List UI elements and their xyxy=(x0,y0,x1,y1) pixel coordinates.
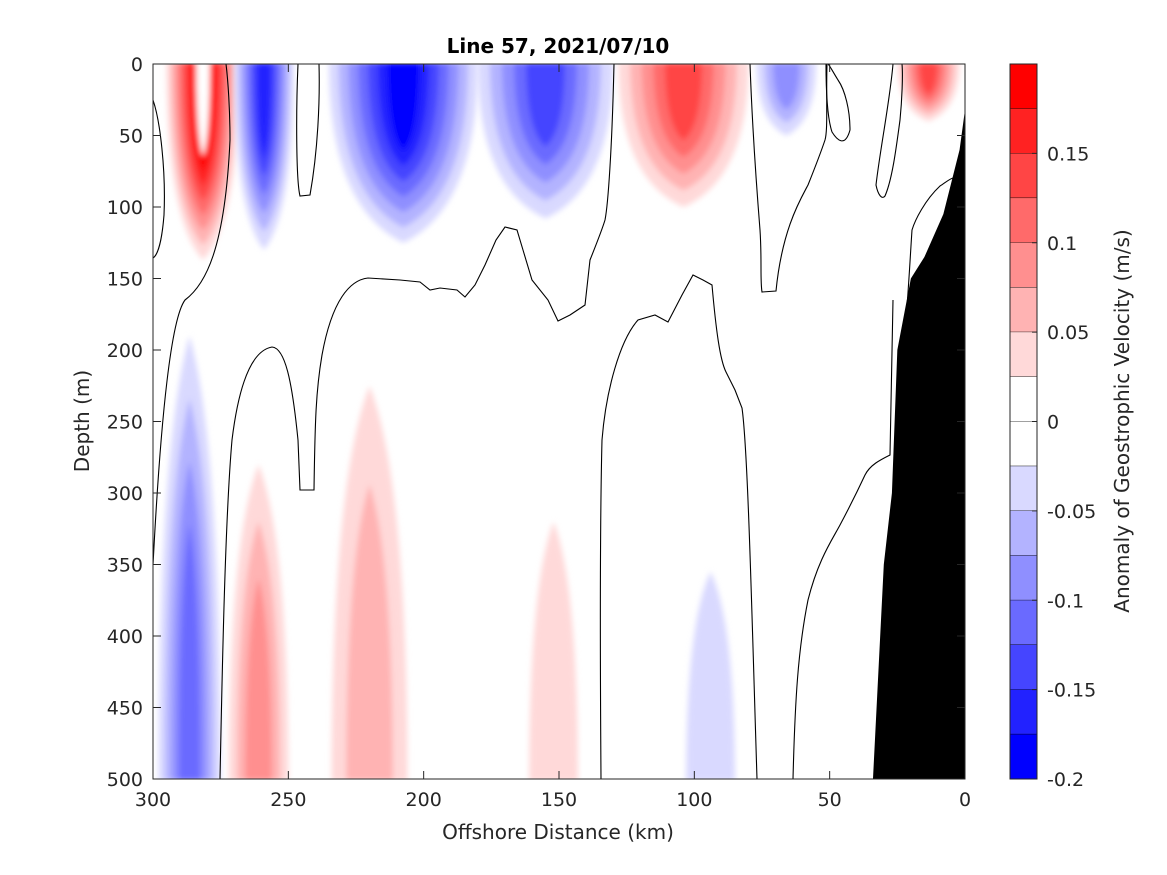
colorbar-swatch xyxy=(1010,644,1037,690)
chart-title: Line 57, 2021/07/10 xyxy=(447,34,670,58)
contour-region-blue-core-65km xyxy=(756,64,817,136)
colorbar-swatch xyxy=(1010,376,1037,422)
x-tick-label: 200 xyxy=(406,789,442,811)
y-axis-label: Depth (m) xyxy=(70,370,94,472)
colorbar-swatch xyxy=(1010,242,1037,288)
contour-region-blue-core-260km xyxy=(234,64,294,250)
zero-contour-line xyxy=(825,64,851,142)
colorbar-tick-label: 0.15 xyxy=(1047,143,1089,165)
bathymetry-seafloor xyxy=(872,109,965,779)
colorbar-swatch xyxy=(1010,287,1037,333)
zero-contour-lines xyxy=(153,64,957,779)
y-tick-label: 450 xyxy=(107,698,143,720)
y-tick-label: 250 xyxy=(107,412,143,434)
contour-region-red-deep-152km xyxy=(529,521,578,779)
x-tick-label: 300 xyxy=(135,789,171,811)
contour-region-red-core-290km xyxy=(166,64,240,260)
x-tick-label: 0 xyxy=(959,789,971,811)
zero-contour-line xyxy=(792,299,894,779)
contour-region-blue-deep-95km xyxy=(686,571,735,779)
colorbar-swatch xyxy=(1010,689,1037,735)
x-tick-label: 50 xyxy=(818,789,842,811)
zero-contour-line xyxy=(749,64,828,293)
contour-level-fill xyxy=(196,64,210,157)
y-tick-label: 300 xyxy=(107,483,143,505)
zero-contour-line xyxy=(599,274,758,779)
zero-contour-line xyxy=(875,64,903,198)
contour-level-fill xyxy=(245,578,272,779)
y-tick-label: 100 xyxy=(107,197,143,219)
contour-level-fill xyxy=(664,64,703,141)
colorbar-tick-label: -0.15 xyxy=(1047,680,1096,702)
contour-level-fill xyxy=(178,523,201,779)
y-tick-label: 0 xyxy=(131,54,143,76)
y-tick-label: 500 xyxy=(107,769,143,791)
colorbar-swatch xyxy=(1010,64,1037,109)
zero-contour-line xyxy=(153,64,231,566)
y-tick-label: 150 xyxy=(107,269,143,291)
contour-region-red-deep-260km xyxy=(228,464,289,779)
y-tick-label: 50 xyxy=(119,126,143,148)
contour-level-fill xyxy=(526,64,565,147)
y-tick-label: 200 xyxy=(107,340,143,362)
y-tick-label: 350 xyxy=(107,555,143,577)
contour-level-fill xyxy=(256,64,272,159)
colorbar-tick-label: -0.05 xyxy=(1047,501,1096,523)
contour-region-red-core-0km xyxy=(897,64,960,122)
contour-region-red-core-100km xyxy=(618,64,749,207)
colorbar: 0.15 0.1 0.05 0 -0.05 -0.1 -0.15 -0.2 xyxy=(1009,63,1096,791)
x-axis-label: Offshore Distance (km) xyxy=(442,820,674,844)
colorbar-swatch xyxy=(1010,332,1037,377)
contour-level-fill xyxy=(919,64,938,95)
colorbar-label: Anomaly of Geostrophic Velocity (m/s) xyxy=(1110,229,1134,612)
zero-contour-line xyxy=(219,64,615,779)
contour-level-fill xyxy=(346,484,393,779)
x-tick-label: 250 xyxy=(270,789,306,811)
colorbar-swatch xyxy=(1010,555,1037,601)
colorbar-swatch xyxy=(1010,466,1037,511)
colorbar-tick-label: 0.05 xyxy=(1047,322,1089,344)
contour-level-fill xyxy=(529,521,578,779)
zero-contour-line xyxy=(296,64,320,197)
contour-region-blue-core-155km xyxy=(477,64,614,219)
colorbar-swatch xyxy=(1010,421,1037,467)
colorbar-tick-label: 0 xyxy=(1047,412,1059,434)
contour-level-fill xyxy=(773,64,800,110)
contour-region-blue-core-220km xyxy=(328,64,478,243)
colorbar-swatch xyxy=(1010,600,1037,645)
contour-level-fill xyxy=(387,64,420,152)
x-tick-label: 100 xyxy=(676,789,712,811)
colorbar-swatch xyxy=(1010,734,1037,779)
x-tick-label: 150 xyxy=(541,789,577,811)
contour-level-fill xyxy=(686,571,735,779)
zero-contour-line xyxy=(153,99,165,259)
plot-axes: 300 250 200 150 100 50 00501001502002503003504… xyxy=(107,54,971,811)
colorbar-tick-label: -0.1 xyxy=(1047,590,1084,612)
contour-region-red-deep-215km xyxy=(331,385,408,779)
colorbar-swatch xyxy=(1010,510,1037,556)
colorbar-swatch xyxy=(1010,198,1037,243)
colorbar-tick-label: 0.1 xyxy=(1047,233,1077,255)
zero-contour-line xyxy=(904,176,957,331)
velocity-contour-fields xyxy=(158,64,960,779)
colorbar-tick-label: -0.2 xyxy=(1047,769,1084,791)
colorbar-swatch xyxy=(1010,153,1037,199)
y-tick-label: 400 xyxy=(107,626,143,648)
contour-region-blue-deep-285km xyxy=(158,335,221,779)
colorbar-swatch xyxy=(1010,108,1037,154)
